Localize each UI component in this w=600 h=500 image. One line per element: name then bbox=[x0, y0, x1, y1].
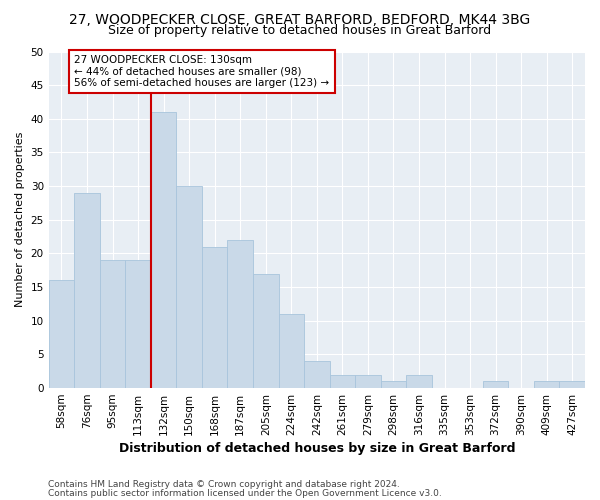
Bar bbox=[253, 274, 278, 388]
Bar bbox=[380, 382, 406, 388]
Text: Size of property relative to detached houses in Great Barford: Size of property relative to detached ho… bbox=[109, 24, 491, 37]
Bar bbox=[74, 193, 100, 388]
Text: Contains HM Land Registry data © Crown copyright and database right 2024.: Contains HM Land Registry data © Crown c… bbox=[48, 480, 400, 489]
Text: 27 WOODPECKER CLOSE: 130sqm
← 44% of detached houses are smaller (98)
56% of sem: 27 WOODPECKER CLOSE: 130sqm ← 44% of det… bbox=[74, 55, 329, 88]
Bar bbox=[559, 382, 585, 388]
Bar bbox=[534, 382, 559, 388]
Bar bbox=[202, 246, 227, 388]
Bar bbox=[406, 374, 432, 388]
Bar bbox=[125, 260, 151, 388]
Bar bbox=[355, 374, 380, 388]
Bar bbox=[100, 260, 125, 388]
X-axis label: Distribution of detached houses by size in Great Barford: Distribution of detached houses by size … bbox=[119, 442, 515, 455]
Bar bbox=[329, 374, 355, 388]
Bar bbox=[49, 280, 74, 388]
Y-axis label: Number of detached properties: Number of detached properties bbox=[15, 132, 25, 308]
Text: Contains public sector information licensed under the Open Government Licence v3: Contains public sector information licen… bbox=[48, 489, 442, 498]
Bar bbox=[278, 314, 304, 388]
Bar bbox=[151, 112, 176, 388]
Bar bbox=[304, 361, 329, 388]
Bar bbox=[227, 240, 253, 388]
Bar bbox=[176, 186, 202, 388]
Bar bbox=[483, 382, 508, 388]
Text: 27, WOODPECKER CLOSE, GREAT BARFORD, BEDFORD, MK44 3BG: 27, WOODPECKER CLOSE, GREAT BARFORD, BED… bbox=[70, 12, 530, 26]
